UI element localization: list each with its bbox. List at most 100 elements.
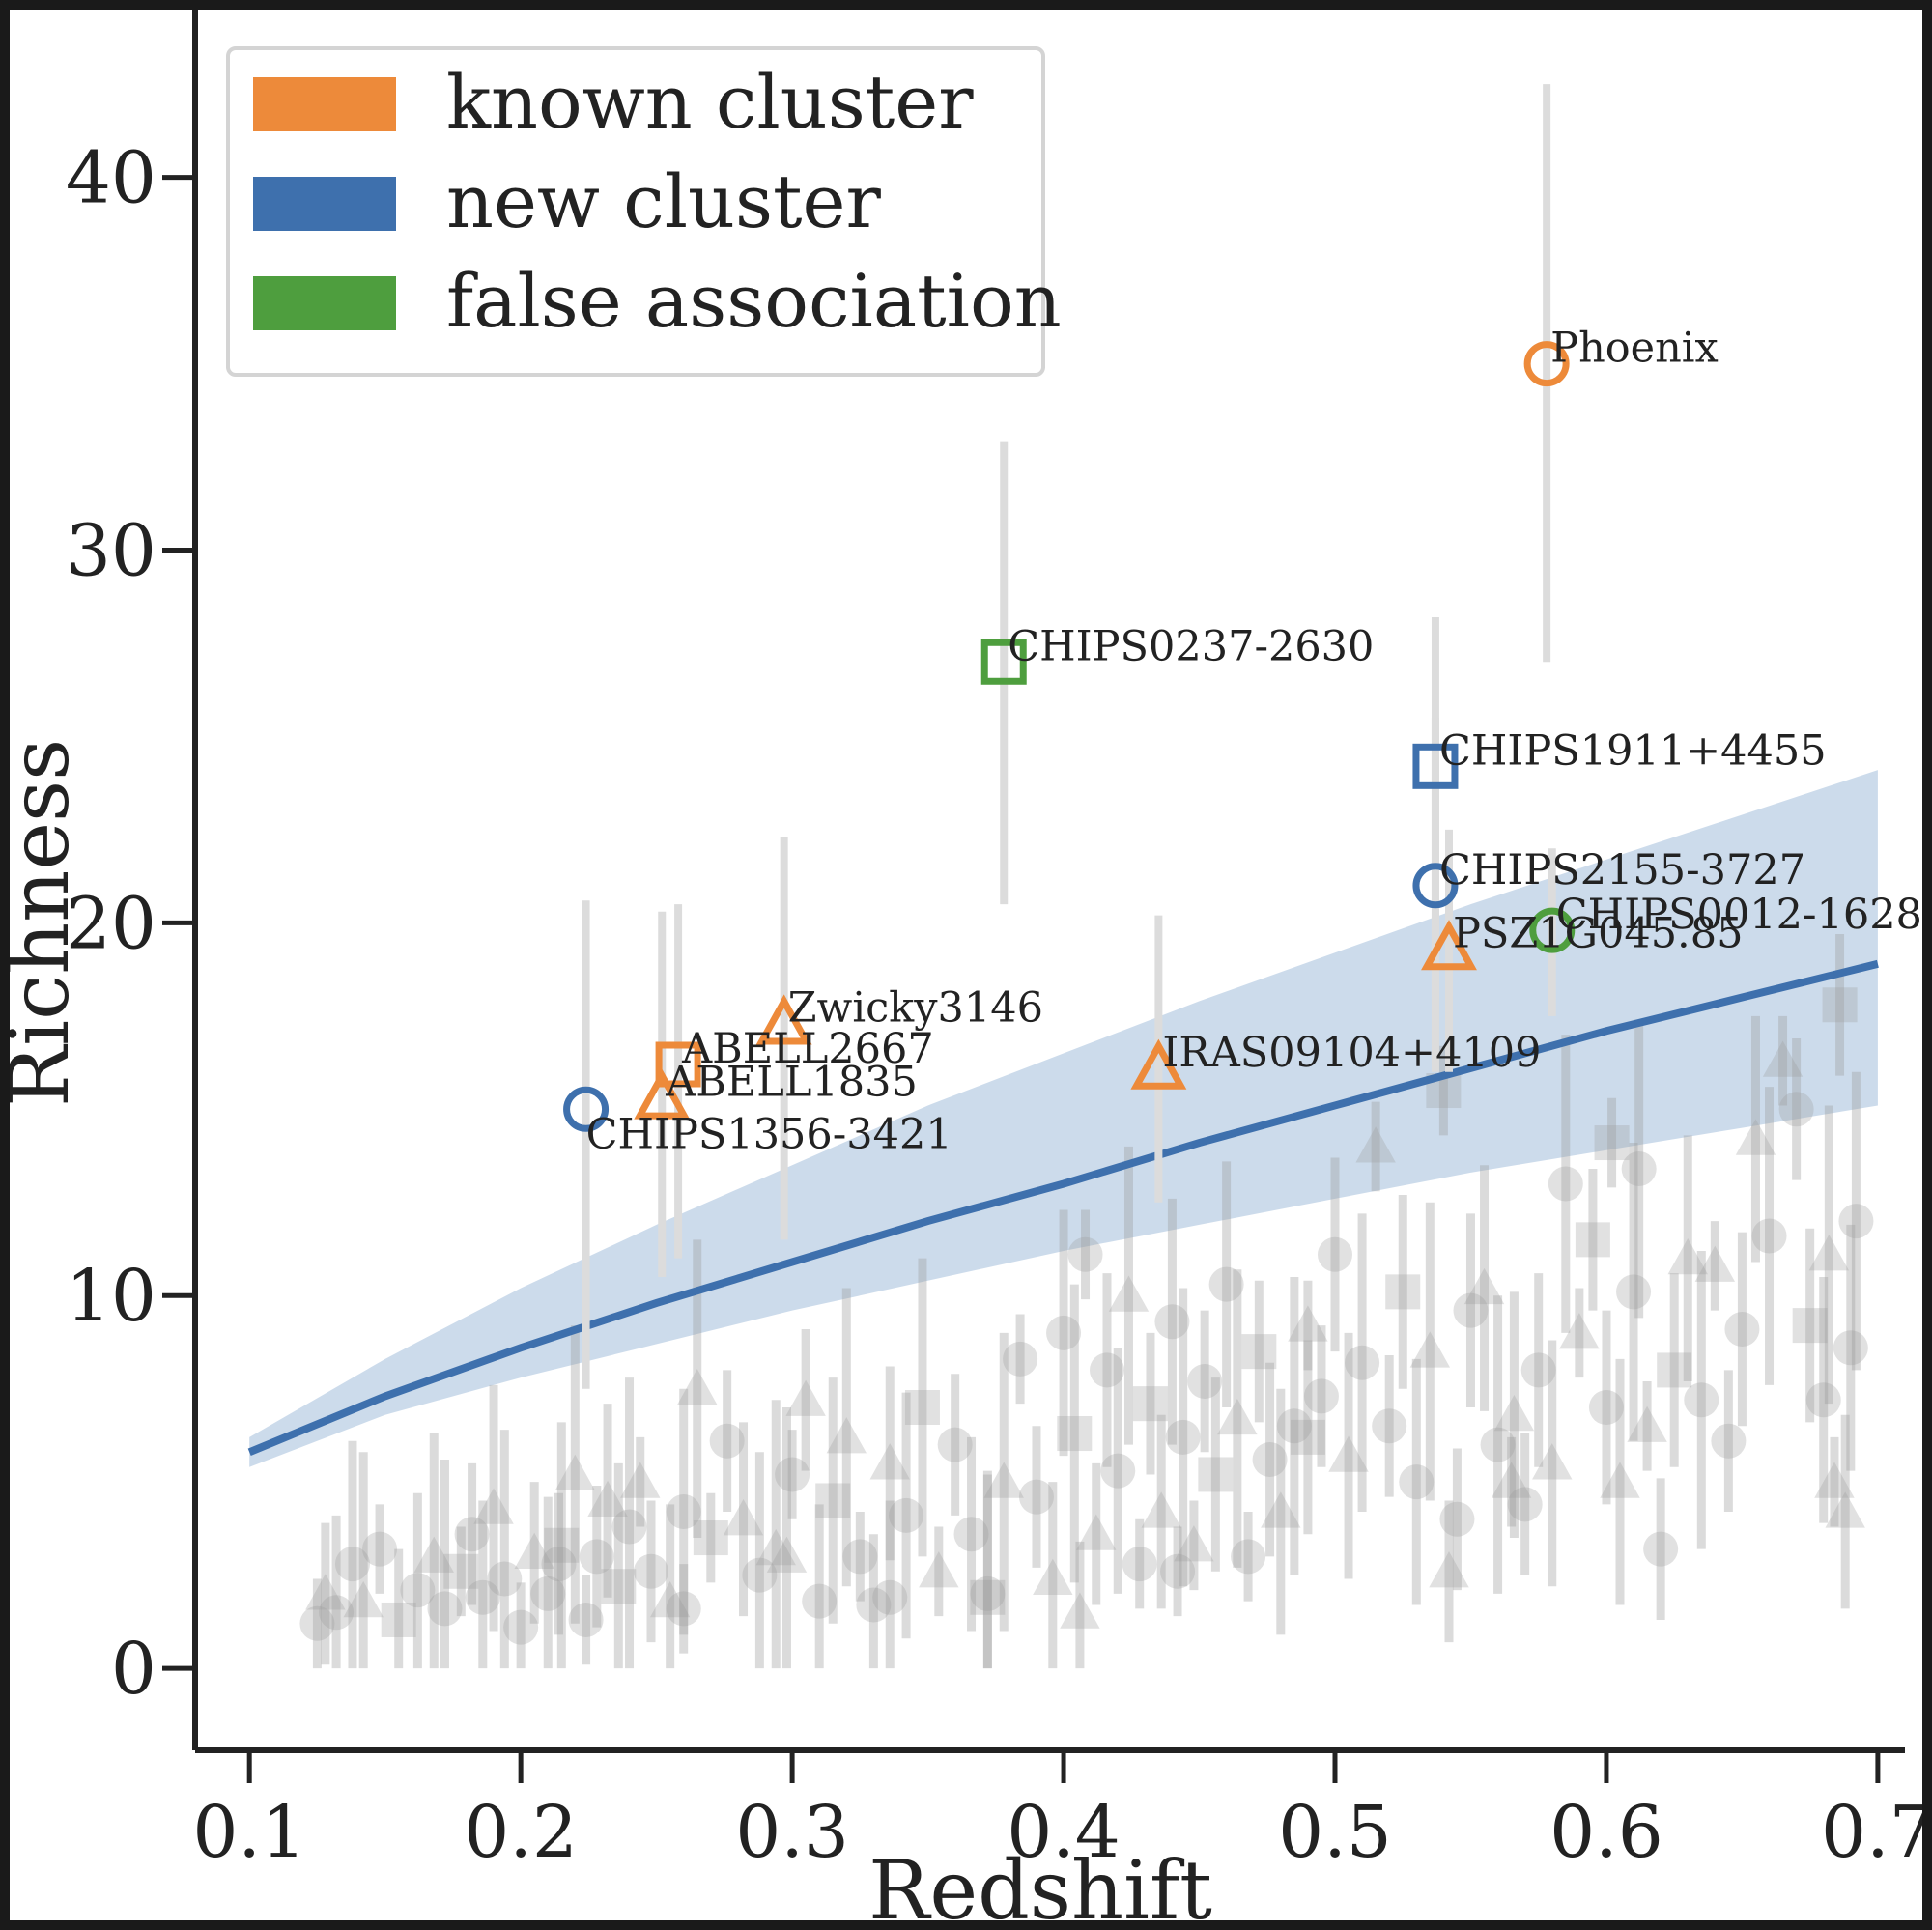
background-point bbox=[601, 1569, 637, 1604]
cluster-label-abell2667: ABELL2667 bbox=[681, 1025, 934, 1073]
background-point bbox=[1429, 1551, 1469, 1588]
x-axis-title: Redshift bbox=[868, 1843, 1212, 1920]
threshold-line bbox=[247, 959, 1879, 1457]
background-point bbox=[587, 1480, 628, 1518]
y-tick-label: 30 bbox=[66, 510, 156, 593]
background-point bbox=[1520, 1352, 1556, 1388]
background-point bbox=[503, 1609, 539, 1645]
background-point bbox=[1588, 1390, 1624, 1426]
background-point bbox=[826, 1417, 867, 1454]
background-point bbox=[1532, 1443, 1573, 1480]
background-point bbox=[1711, 1423, 1747, 1459]
background-point bbox=[427, 1591, 463, 1627]
background-point bbox=[1833, 1330, 1868, 1366]
background-point bbox=[785, 1379, 826, 1416]
x-tick-label: 0.2 bbox=[464, 1791, 578, 1874]
background-point bbox=[541, 1547, 577, 1582]
background-point bbox=[1838, 1204, 1874, 1239]
background-point bbox=[1187, 1363, 1223, 1399]
background-point bbox=[815, 1483, 851, 1518]
x-tick-label: 0.3 bbox=[735, 1791, 849, 1874]
background-point bbox=[1822, 987, 1858, 1023]
cluster-marker-chips1911-4455 bbox=[1412, 743, 1459, 789]
cluster-label-iras09104-4109: IRAS09104+4109 bbox=[1162, 1029, 1541, 1077]
background-point bbox=[473, 1488, 514, 1524]
background-point bbox=[872, 1579, 908, 1615]
background-point bbox=[1290, 1419, 1325, 1455]
background-point bbox=[620, 1462, 661, 1498]
x-tick-label: 0.7 bbox=[1821, 1791, 1922, 1874]
background-point bbox=[1018, 1479, 1054, 1515]
legend: known cluster new cluster false associatio… bbox=[226, 46, 1062, 377]
background-point bbox=[1643, 1531, 1679, 1567]
background-point bbox=[953, 1517, 989, 1552]
background-point bbox=[970, 1579, 1006, 1615]
background-point bbox=[1600, 1462, 1640, 1498]
scatter-chart: Phoenix CHIPS0237-2630 CHIPS1911+4455 CHIPS… bbox=[0, 10, 1932, 1930]
background-point bbox=[1825, 1491, 1865, 1528]
background-point bbox=[1328, 1435, 1369, 1472]
background-point bbox=[1033, 1558, 1073, 1596]
background-point bbox=[869, 1443, 910, 1480]
background-point bbox=[1507, 1487, 1543, 1522]
background-point bbox=[1076, 1514, 1117, 1550]
background-point bbox=[1217, 1398, 1258, 1435]
background-point bbox=[1046, 1315, 1082, 1350]
background-point bbox=[775, 1457, 810, 1492]
background-point bbox=[1261, 1491, 1301, 1528]
background-point bbox=[1372, 1408, 1407, 1444]
background-point bbox=[1318, 1236, 1352, 1272]
threshold-line-layer bbox=[247, 959, 1879, 1457]
background-point bbox=[400, 1573, 436, 1608]
background-point bbox=[1100, 1453, 1136, 1489]
x-tick-label: 0.6 bbox=[1549, 1791, 1663, 1874]
background-point bbox=[1694, 1245, 1736, 1282]
background-point bbox=[634, 1553, 668, 1589]
threshold-band bbox=[249, 770, 1878, 1467]
background-point bbox=[334, 1547, 370, 1582]
background-point bbox=[454, 1517, 490, 1552]
y-axis-title: Richness bbox=[10, 739, 87, 1107]
background-point bbox=[1814, 1462, 1855, 1498]
y-tick-label: 10 bbox=[66, 1255, 156, 1338]
background-point bbox=[1439, 1501, 1475, 1537]
background-point bbox=[1252, 1442, 1288, 1478]
legend-label: new cluster bbox=[446, 158, 881, 244]
background-point bbox=[1303, 1378, 1339, 1414]
y-tick-label: 20 bbox=[66, 882, 156, 965]
background-point bbox=[299, 1605, 335, 1641]
background-point bbox=[1762, 1040, 1804, 1077]
background-point bbox=[514, 1532, 554, 1570]
background-point bbox=[1141, 1491, 1181, 1528]
cluster-marker-psz1g045-85 bbox=[1421, 920, 1477, 971]
background-point bbox=[1174, 1525, 1214, 1562]
background-point bbox=[919, 1551, 959, 1588]
cluster-label-chips0012-1628: CHIPS0012-1628 bbox=[1556, 891, 1922, 939]
y-tick-label: 40 bbox=[66, 137, 156, 220]
background-point bbox=[568, 1602, 604, 1637]
background-point bbox=[1108, 1275, 1150, 1312]
background-point bbox=[554, 1454, 596, 1491]
background-point bbox=[465, 1579, 500, 1615]
background-point bbox=[889, 1497, 924, 1533]
background-point bbox=[842, 1539, 878, 1575]
cluster-marker-chips2155-3727 bbox=[1412, 863, 1459, 909]
background-point bbox=[1627, 1405, 1667, 1442]
background-point bbox=[723, 1499, 764, 1536]
background-point bbox=[937, 1427, 973, 1462]
cluster-marker-phoenix bbox=[1523, 341, 1570, 387]
background-point bbox=[1493, 1395, 1535, 1432]
cluster-label-chips1911-4455: CHIPS1911+4455 bbox=[1439, 726, 1827, 775]
background-point bbox=[1060, 1592, 1100, 1629]
background-point bbox=[1276, 1408, 1312, 1444]
background-point bbox=[677, 1369, 718, 1405]
background-point bbox=[319, 1595, 355, 1631]
cluster-marker-abell1835 bbox=[634, 1068, 691, 1120]
background-point bbox=[1067, 1236, 1103, 1272]
background-point bbox=[1208, 1266, 1244, 1302]
threshold-band-layer bbox=[249, 770, 1878, 1467]
cluster-marker-abell2667 bbox=[655, 1041, 701, 1088]
background-point bbox=[1154, 1304, 1190, 1340]
background-point bbox=[1231, 1539, 1266, 1575]
background-point bbox=[1594, 1125, 1630, 1161]
